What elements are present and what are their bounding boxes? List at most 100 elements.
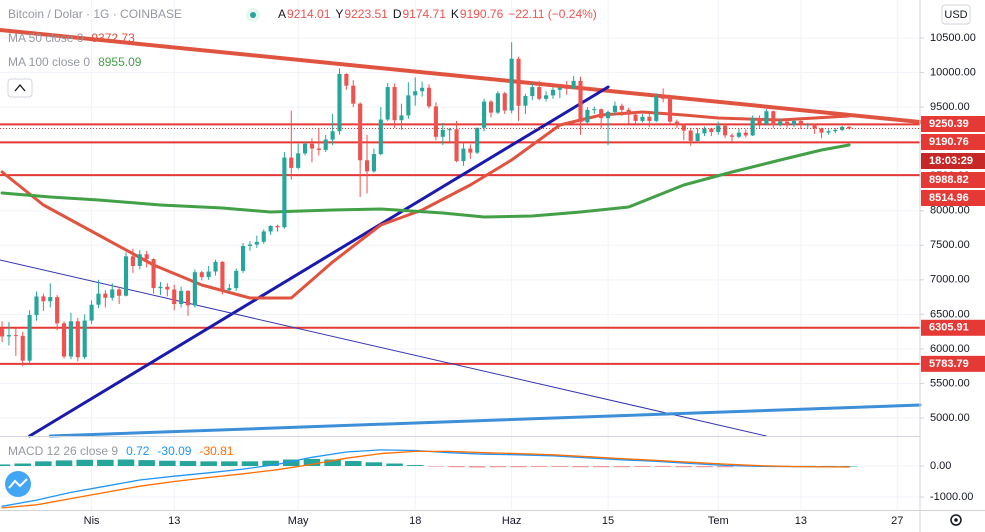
y-tick-label: 8000.00 — [930, 205, 970, 217]
candle-body — [254, 241, 259, 245]
candle-body — [716, 125, 721, 132]
candle-body — [371, 154, 376, 172]
candle-body — [626, 109, 631, 115]
candle-body — [798, 120, 803, 125]
candle-body — [316, 148, 321, 150]
candle-body — [654, 96, 659, 121]
histogram-bar — [55, 460, 73, 466]
candle-body — [275, 225, 280, 228]
ohlc-value: 9174.71 — [402, 7, 446, 21]
candle-body — [179, 290, 184, 305]
level-tag-bg — [921, 116, 985, 132]
currency-button[interactable] — [941, 4, 971, 25]
candle-body — [364, 160, 370, 172]
candle-body — [585, 109, 590, 123]
histogram-bar — [406, 465, 424, 466]
x-tick-label: 13 — [168, 515, 180, 527]
candle-body — [20, 335, 25, 361]
candle-body — [282, 157, 287, 228]
candle-body — [847, 126, 852, 129]
candle-body — [475, 127, 480, 153]
ma-value: 9372.73 — [91, 31, 135, 45]
level-tag-bg — [921, 172, 985, 188]
candle-body — [192, 272, 197, 306]
candle-body — [89, 304, 94, 321]
histogram-bar — [200, 461, 217, 466]
x-tick-label: Tem — [708, 515, 729, 527]
candle-body — [426, 87, 432, 107]
level-tag: 6305.91 — [929, 322, 969, 334]
histogram-bar — [35, 461, 52, 466]
candle-body — [123, 256, 129, 296]
ohlc-key: K — [451, 7, 459, 21]
x-tick-label: 15 — [602, 515, 614, 527]
x-tick-label: Nis — [84, 515, 100, 527]
y-tick-label: 5000.00 — [930, 412, 970, 424]
currency-label: USD — [944, 9, 967, 21]
histogram-bar — [345, 461, 362, 466]
countdown-tag: 18:03:29 — [929, 155, 973, 167]
collapse-icon — [14, 83, 26, 92]
candle-body — [61, 323, 67, 357]
level-tag: 5783.79 — [929, 358, 969, 370]
ohlc-key: D — [393, 7, 402, 21]
candle-body — [420, 87, 425, 92]
histogram-bar — [510, 466, 527, 468]
y-tick-label: 6500.00 — [930, 308, 970, 320]
indicator-value: 0.72 — [126, 444, 150, 458]
candle-body — [261, 231, 266, 242]
candle-body — [185, 290, 191, 306]
indicator-value: -30.81 — [199, 444, 233, 458]
candle-body — [537, 87, 542, 99]
market-status-dot — [250, 12, 256, 18]
candle-body — [41, 296, 46, 302]
ma-name: MA 50 close 0 — [8, 31, 84, 45]
histogram-bar — [572, 466, 589, 468]
ma-value: 8955.09 — [98, 55, 142, 69]
candle-body — [571, 80, 576, 89]
labels-layer: Nis 13 May 18 Haz 15 Tem 13 27 5000.00 5500.00 6000… — [8, 7, 985, 527]
y-tick-label: 0.00 — [930, 460, 951, 472]
candle-body — [96, 293, 101, 305]
candle-body — [130, 256, 135, 267]
y-tick-label: -1000.00 — [930, 491, 973, 503]
candle-body — [612, 105, 618, 112]
candle-body — [833, 129, 838, 132]
candle-body — [805, 124, 810, 126]
collapse-button[interactable] — [7, 78, 33, 98]
candle-body — [227, 288, 232, 291]
candle-body — [681, 124, 686, 131]
candle-body — [358, 103, 363, 161]
candle-body — [117, 289, 122, 296]
candle-body — [13, 335, 18, 337]
y-tick-label: 7000.00 — [930, 274, 970, 286]
histogram-bar — [324, 459, 341, 466]
candle-body — [351, 85, 356, 104]
candle-body — [302, 143, 308, 154]
candle-body — [523, 96, 528, 106]
histogram-bar — [179, 461, 197, 466]
candle-body — [743, 132, 748, 136]
level-tag: 9250.39 — [929, 118, 969, 130]
candle-body — [220, 261, 225, 291]
candle-body — [378, 119, 383, 155]
candle-body — [461, 148, 466, 161]
candle-body — [723, 125, 728, 136]
ma-name: MA 100 close 0 — [8, 55, 90, 69]
candle-body — [454, 129, 459, 161]
candle-body — [619, 105, 624, 110]
last-price-tag-bg — [921, 134, 985, 150]
candle-body — [647, 116, 652, 121]
candle-body — [440, 129, 445, 137]
histogram-bar — [716, 466, 734, 468]
candle-body — [206, 271, 211, 278]
indicator-value: -30.09 — [157, 444, 191, 458]
y-tick-label: 7500.00 — [930, 239, 970, 251]
settings-button[interactable] — [950, 514, 962, 526]
candle-body — [330, 131, 335, 140]
y-tick-label: 5500.00 — [930, 377, 970, 389]
candle-body — [447, 129, 452, 131]
level-tag-bg — [921, 319, 985, 336]
candle-body — [247, 244, 253, 246]
